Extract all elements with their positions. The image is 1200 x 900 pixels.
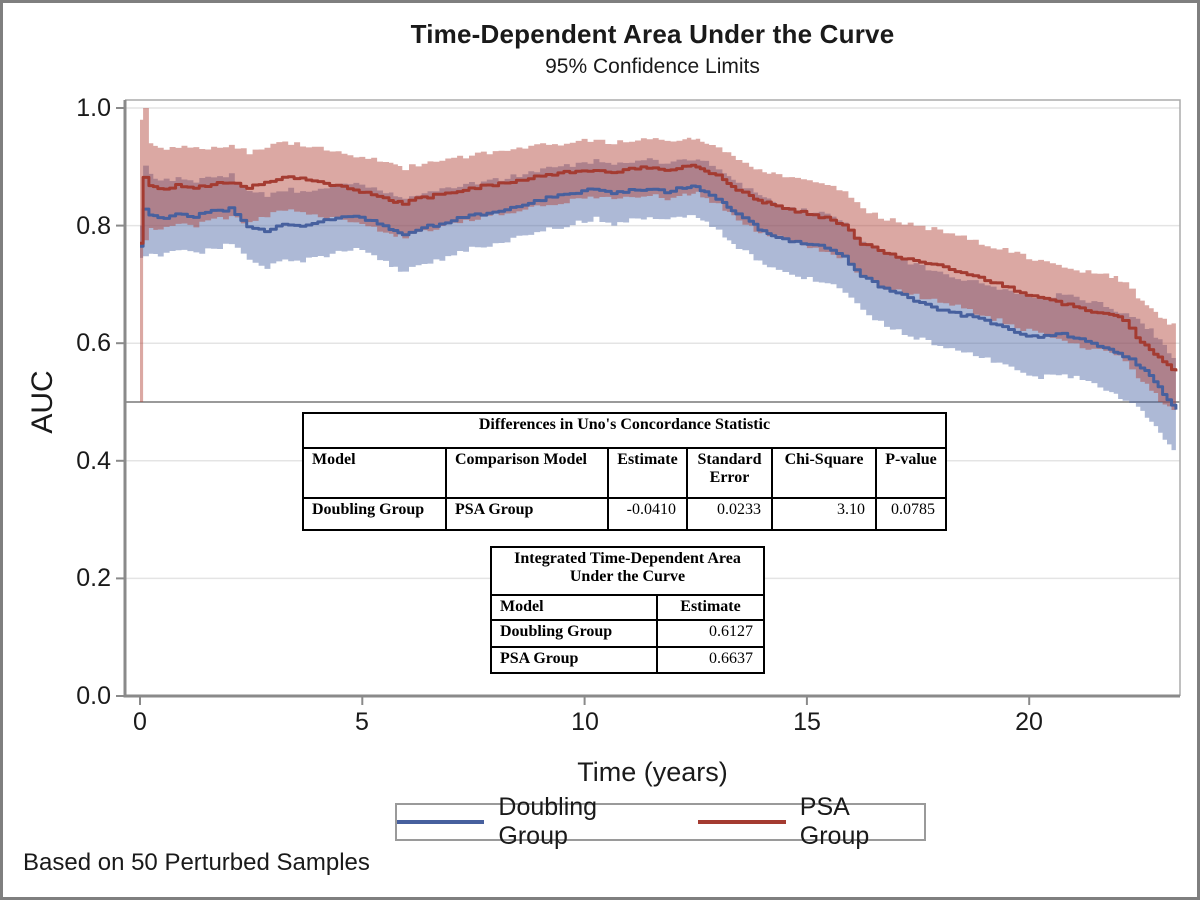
iauc-cell-estimate: 0.6637	[656, 646, 765, 674]
uno-header-estimate: Estimate	[607, 447, 688, 499]
uno-cell-comparison: PSA Group	[445, 497, 609, 531]
legend-label: PSA Group	[799, 793, 870, 850]
uno-header-p-value: P-value	[875, 447, 947, 499]
y-axis-title: AUC	[26, 370, 59, 434]
iauc-cell-model: Doubling Group	[490, 619, 658, 648]
psa-confidence-band	[140, 108, 1176, 415]
y-tick-label: 0.8	[76, 212, 111, 240]
doubling-estimate-line	[140, 184, 1178, 410]
y-tick-label: 0.4	[76, 447, 111, 475]
legend: Doubling Group PSA Group	[395, 793, 926, 850]
legend-label: Doubling Group	[498, 793, 598, 850]
x-axis-title: Time (years)	[577, 757, 728, 787]
iauc-header-model: Model	[490, 594, 658, 621]
x-tick-label: 0	[133, 708, 147, 736]
doubling-line-swatch	[397, 820, 485, 824]
iauc-table-title: Integrated Time-Dependent Area Under the…	[490, 546, 765, 596]
x-tick-label: 20	[1015, 708, 1043, 736]
iauc-cell-estimate: 0.6127	[656, 619, 765, 648]
psa-line-swatch	[698, 820, 786, 824]
iauc-table-row: Doubling Group 0.6127	[490, 619, 765, 648]
uno-table-row: Doubling Group PSA Group -0.0410 0.0233 …	[302, 497, 947, 531]
footnote: Based on 50 Perturbed Samples	[23, 849, 370, 876]
uno-header-model: Model	[302, 447, 447, 499]
chart-title: Time-Dependent Area Under the Curve	[410, 19, 895, 49]
uno-cell-std-error: 0.0233	[686, 497, 773, 531]
legend-entry-psa: PSA Group	[698, 793, 924, 851]
legend-entry-doubling: Doubling Group	[397, 793, 672, 851]
y-tick-label: 0.6	[76, 329, 111, 357]
plot-frame	[125, 99, 1181, 696]
uno-concordance-table: Differences in Uno's Concordance Statist…	[302, 412, 947, 531]
uno-header-comparison: Comparison Model	[445, 447, 609, 499]
y-tick-label: 0.2	[76, 564, 111, 592]
uno-table-title: Differences in Uno's Concordance Statist…	[302, 412, 947, 449]
uno-cell-p-value: 0.0785	[875, 497, 947, 531]
iauc-table-row: PSA Group 0.6637	[490, 646, 765, 674]
psa-estimate-line	[140, 163, 1178, 372]
x-tick-label: 5	[355, 708, 369, 736]
uno-cell-estimate: -0.0410	[607, 497, 688, 531]
y-tick-label: 1.0	[76, 94, 111, 122]
integrated-auc-table: Integrated Time-Dependent Area Under the…	[490, 546, 765, 674]
iauc-cell-model: PSA Group	[490, 646, 658, 674]
x-tick-label: 15	[793, 708, 821, 736]
uno-header-std-error: Standard Error	[686, 447, 773, 499]
chart-subtitle: 95% Confidence Limits	[545, 55, 760, 78]
iauc-header-estimate: Estimate	[656, 594, 765, 621]
x-tick-label: 10	[571, 708, 599, 736]
uno-cell-chi-square: 3.10	[771, 497, 877, 531]
uno-cell-model: Doubling Group	[302, 497, 447, 531]
uno-header-chi-square: Chi-Square	[771, 447, 877, 499]
y-tick-label: 0.0	[76, 682, 111, 710]
